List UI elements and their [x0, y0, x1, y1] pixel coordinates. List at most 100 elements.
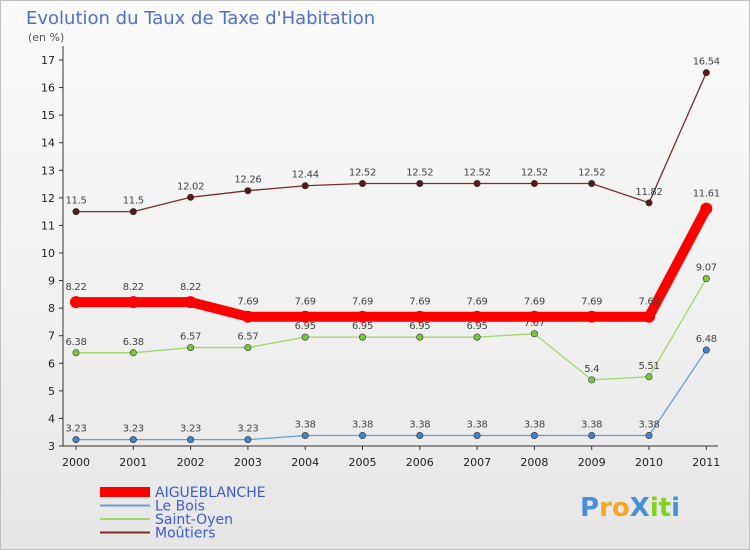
data-label: 9.07 — [696, 263, 717, 274]
logo-letter: t — [659, 493, 671, 523]
data-point — [358, 180, 366, 188]
y-tick-label: 4 — [48, 412, 55, 425]
axes — [62, 46, 718, 447]
data-label: 7.69 — [524, 297, 545, 308]
data-point — [416, 432, 424, 440]
y-tick-label: 17 — [41, 54, 55, 67]
data-point — [702, 275, 710, 283]
data-label: 11.5 — [65, 196, 86, 207]
data-label: 12.02 — [177, 181, 204, 192]
series-line — [71, 203, 712, 322]
data-point — [585, 310, 598, 323]
data-point — [416, 180, 424, 188]
data-label: 3.38 — [524, 420, 545, 431]
y-tick-label: 16 — [41, 82, 55, 95]
data-point — [244, 187, 252, 195]
data-label: 5.4 — [584, 364, 599, 375]
data-label: 7.69 — [295, 297, 316, 308]
x-tick-label: 2010 — [635, 456, 663, 469]
data-label: 3.23 — [180, 424, 201, 435]
data-label: 3.23 — [65, 424, 86, 435]
series-aigueblanche: 8.22 8.22 8.22 7.69 7.69 7.69 7.69 7.69 7.69 7.69… — [65, 189, 720, 323]
y-tick-label: 13 — [41, 164, 55, 177]
data-point — [473, 432, 481, 440]
data-label: 7.69 — [352, 297, 373, 308]
legend-label: AIGUEBLANCHE — [155, 485, 266, 501]
data-point — [528, 310, 541, 323]
data-point — [72, 208, 80, 216]
data-label: 3.38 — [409, 420, 430, 431]
data-label: 3.38 — [295, 420, 316, 431]
data-point — [299, 310, 312, 323]
series-mo-tiers: 11.5 11.5 12.02 12.26 12.44 12.52 12.52 12.52 12… — [65, 57, 720, 216]
data-point — [588, 376, 596, 384]
data-point — [358, 432, 366, 440]
data-label: 12.52 — [578, 168, 605, 179]
y-tick-label: 14 — [41, 137, 55, 150]
logo-letter: i — [671, 493, 680, 523]
x-tick-label: 2003 — [234, 456, 262, 469]
data-label: 11.61 — [693, 189, 720, 200]
data-point — [187, 436, 195, 444]
data-point — [301, 333, 309, 341]
data-point — [700, 202, 713, 215]
data-label: 12.52 — [406, 168, 433, 179]
y-tick-label: 10 — [41, 247, 55, 260]
data-label: 8.22 — [180, 282, 201, 293]
data-label: 12.26 — [234, 175, 261, 186]
series-line — [75, 72, 707, 213]
data-point — [129, 349, 137, 357]
data-point — [702, 346, 710, 354]
data-label: 3.38 — [467, 420, 488, 431]
data-label: 3.38 — [581, 420, 602, 431]
x-tick-label: 2008 — [520, 456, 548, 469]
data-label: 12.52 — [349, 168, 376, 179]
legend-label: Le Bois — [155, 499, 205, 515]
data-label: 3.23 — [237, 424, 258, 435]
data-label: 6.95 — [409, 321, 430, 332]
data-point — [530, 432, 538, 440]
chart-unit: (en %) — [28, 31, 64, 44]
data-label: 16.54 — [693, 57, 720, 68]
x-tick-label: 2005 — [349, 456, 377, 469]
data-point — [530, 180, 538, 188]
x-tick-label: 2006 — [406, 456, 434, 469]
series-saint-oyen: 6.38 6.38 6.57 6.57 6.95 6.95 6.95 6.95 7.07 5.4 5… — [65, 263, 717, 384]
data-point — [645, 432, 653, 440]
data-label: 6.57 — [180, 332, 201, 343]
x-tick-label: 2002 — [177, 456, 205, 469]
data-point — [129, 436, 137, 444]
series-layer: 11.5 11.5 12.02 12.26 12.44 12.52 12.52 12.52 12… — [65, 57, 720, 444]
y-tick-label: 11 — [41, 219, 55, 232]
data-label: 6.95 — [295, 321, 316, 332]
y-tick-label: 6 — [48, 357, 55, 370]
data-label: 6.38 — [123, 337, 144, 348]
x-tick-label: 2009 — [578, 456, 606, 469]
logo-letter: P — [580, 493, 599, 523]
data-point — [301, 432, 309, 440]
legend-label: Saint-Oyen — [155, 512, 233, 528]
data-point — [471, 310, 484, 323]
data-label: 8.22 — [65, 282, 86, 293]
data-point — [358, 333, 366, 341]
data-label: 12.52 — [464, 168, 491, 179]
data-label: 3.38 — [352, 420, 373, 431]
y-tick-label: 9 — [48, 275, 55, 288]
data-label: 6.48 — [696, 334, 717, 345]
y-tick-label: 8 — [48, 302, 55, 315]
data-point — [241, 310, 254, 323]
data-point — [416, 333, 424, 341]
data-label: 7.69 — [237, 297, 258, 308]
x-tick-label: 2004 — [291, 456, 319, 469]
series-le-bois: 3.23 3.23 3.23 3.23 3.38 3.38 3.38 3.38 3.38 3.38… — [65, 334, 717, 444]
data-point — [184, 296, 197, 309]
data-point — [645, 199, 653, 207]
data-label: 7.69 — [581, 297, 602, 308]
data-point — [301, 182, 309, 190]
data-label: 6.57 — [237, 332, 258, 343]
y-tick-label: 5 — [48, 385, 55, 398]
data-point — [70, 296, 82, 309]
